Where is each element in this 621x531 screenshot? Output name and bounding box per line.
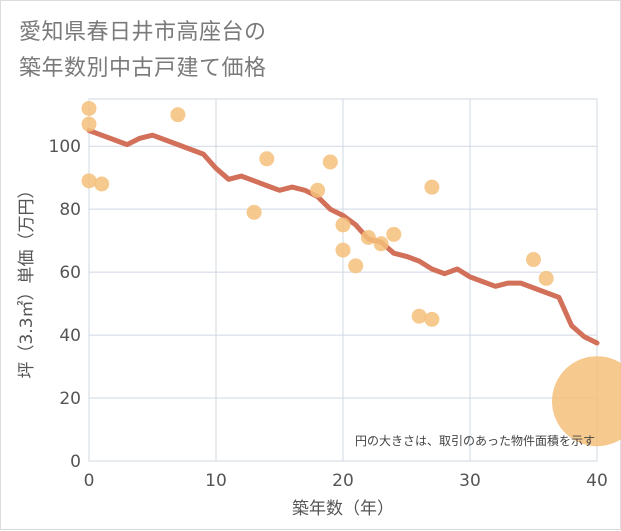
data-point xyxy=(424,312,439,327)
y-tick-label: 100 xyxy=(49,137,81,157)
size-legend-note: 円の大きさは、取引のあった物件面積を示す xyxy=(355,433,595,448)
data-point xyxy=(82,117,97,132)
data-point xyxy=(310,183,325,198)
data-point xyxy=(552,356,621,446)
data-point xyxy=(348,258,363,273)
data-points xyxy=(82,101,621,446)
data-point xyxy=(386,227,401,242)
data-point xyxy=(336,243,351,258)
data-point xyxy=(247,205,262,220)
data-point xyxy=(526,252,541,267)
x-tick-labels: 0 10 20 30 40 xyxy=(84,471,608,491)
x-tick-label: 40 xyxy=(586,471,608,491)
x-axis-title: 築年数（年） xyxy=(292,499,394,519)
data-point xyxy=(170,107,185,122)
data-point xyxy=(82,173,97,188)
data-point xyxy=(361,230,376,245)
y-tick-label: 60 xyxy=(59,263,81,283)
y-tick-label: 20 xyxy=(59,389,81,409)
x-tick-label: 20 xyxy=(332,471,354,491)
y-tick-label: 80 xyxy=(59,200,81,220)
y-tick-label: 40 xyxy=(59,326,81,346)
data-point xyxy=(259,151,274,166)
x-tick-label: 30 xyxy=(459,471,481,491)
y-tick-label: 0 xyxy=(70,452,81,472)
data-point xyxy=(82,101,97,116)
y-axis-title: 坪（3.3㎡）単価（万円） xyxy=(17,181,37,378)
data-point xyxy=(374,236,389,251)
y-tick-labels: 0 20 40 60 80 100 xyxy=(49,137,81,472)
data-point xyxy=(336,217,351,232)
gridlines xyxy=(89,99,597,461)
data-point xyxy=(94,176,109,191)
x-tick-label: 0 xyxy=(84,471,95,491)
data-point xyxy=(539,271,554,286)
data-point xyxy=(424,180,439,195)
data-point xyxy=(412,309,427,324)
data-point xyxy=(323,154,338,169)
x-tick-label: 10 xyxy=(205,471,227,491)
